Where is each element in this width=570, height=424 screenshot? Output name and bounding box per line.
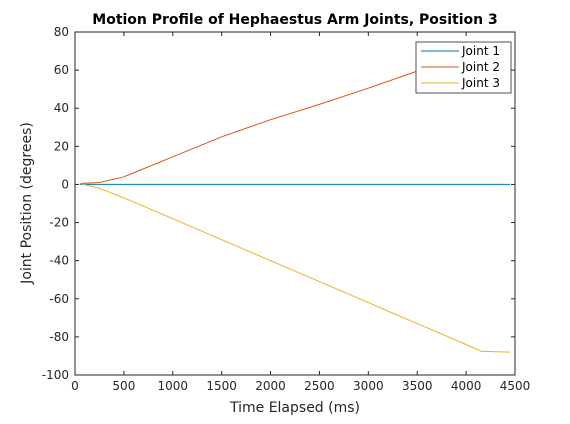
x-tick-label: 4500 bbox=[500, 379, 531, 393]
x-tick-label: 2000 bbox=[255, 379, 286, 393]
y-tick-label: 80 bbox=[54, 25, 69, 39]
y-tick-label: -80 bbox=[49, 330, 69, 344]
x-tick-label: 1500 bbox=[206, 379, 237, 393]
x-tick-label: 4000 bbox=[451, 379, 482, 393]
y-tick-label: -100 bbox=[42, 368, 69, 382]
y-axis-label: Joint Position (degrees) bbox=[19, 122, 35, 285]
y-tick-label: -20 bbox=[49, 216, 69, 230]
ticks-layer: 0 500 1000 1500 2000 2500 3000 3500 4000 4500 -100… bbox=[42, 25, 531, 393]
y-tick-label: -40 bbox=[49, 254, 69, 268]
x-tick-label: 0 bbox=[71, 379, 79, 393]
y-tick-label: 20 bbox=[54, 139, 69, 153]
x-tick-label: 2500 bbox=[304, 379, 335, 393]
legend: Joint 1 Joint 2 Joint 3 bbox=[415, 41, 512, 94]
legend-label-joint-1: Joint 1 bbox=[461, 44, 500, 58]
legend-label-joint-3: Joint 3 bbox=[461, 76, 500, 90]
legend-label-joint-2: Joint 2 bbox=[461, 60, 500, 74]
x-tick-label: 3500 bbox=[402, 379, 433, 393]
chart-title: Motion Profile of Hephaestus Arm Joints,… bbox=[92, 12, 497, 28]
x-tick-label: 500 bbox=[112, 379, 135, 393]
x-tick-label: 1000 bbox=[158, 379, 189, 393]
y-tick-label: 0 bbox=[61, 177, 69, 191]
series-line-joint-3 bbox=[79, 183, 511, 353]
y-tick-label: 60 bbox=[54, 63, 69, 77]
x-axis-label: Time Elapsed (ms) bbox=[229, 400, 360, 416]
y-tick-label: -60 bbox=[49, 292, 69, 306]
x-tick-label: 3000 bbox=[353, 379, 384, 393]
y-tick-label: 40 bbox=[54, 101, 69, 115]
